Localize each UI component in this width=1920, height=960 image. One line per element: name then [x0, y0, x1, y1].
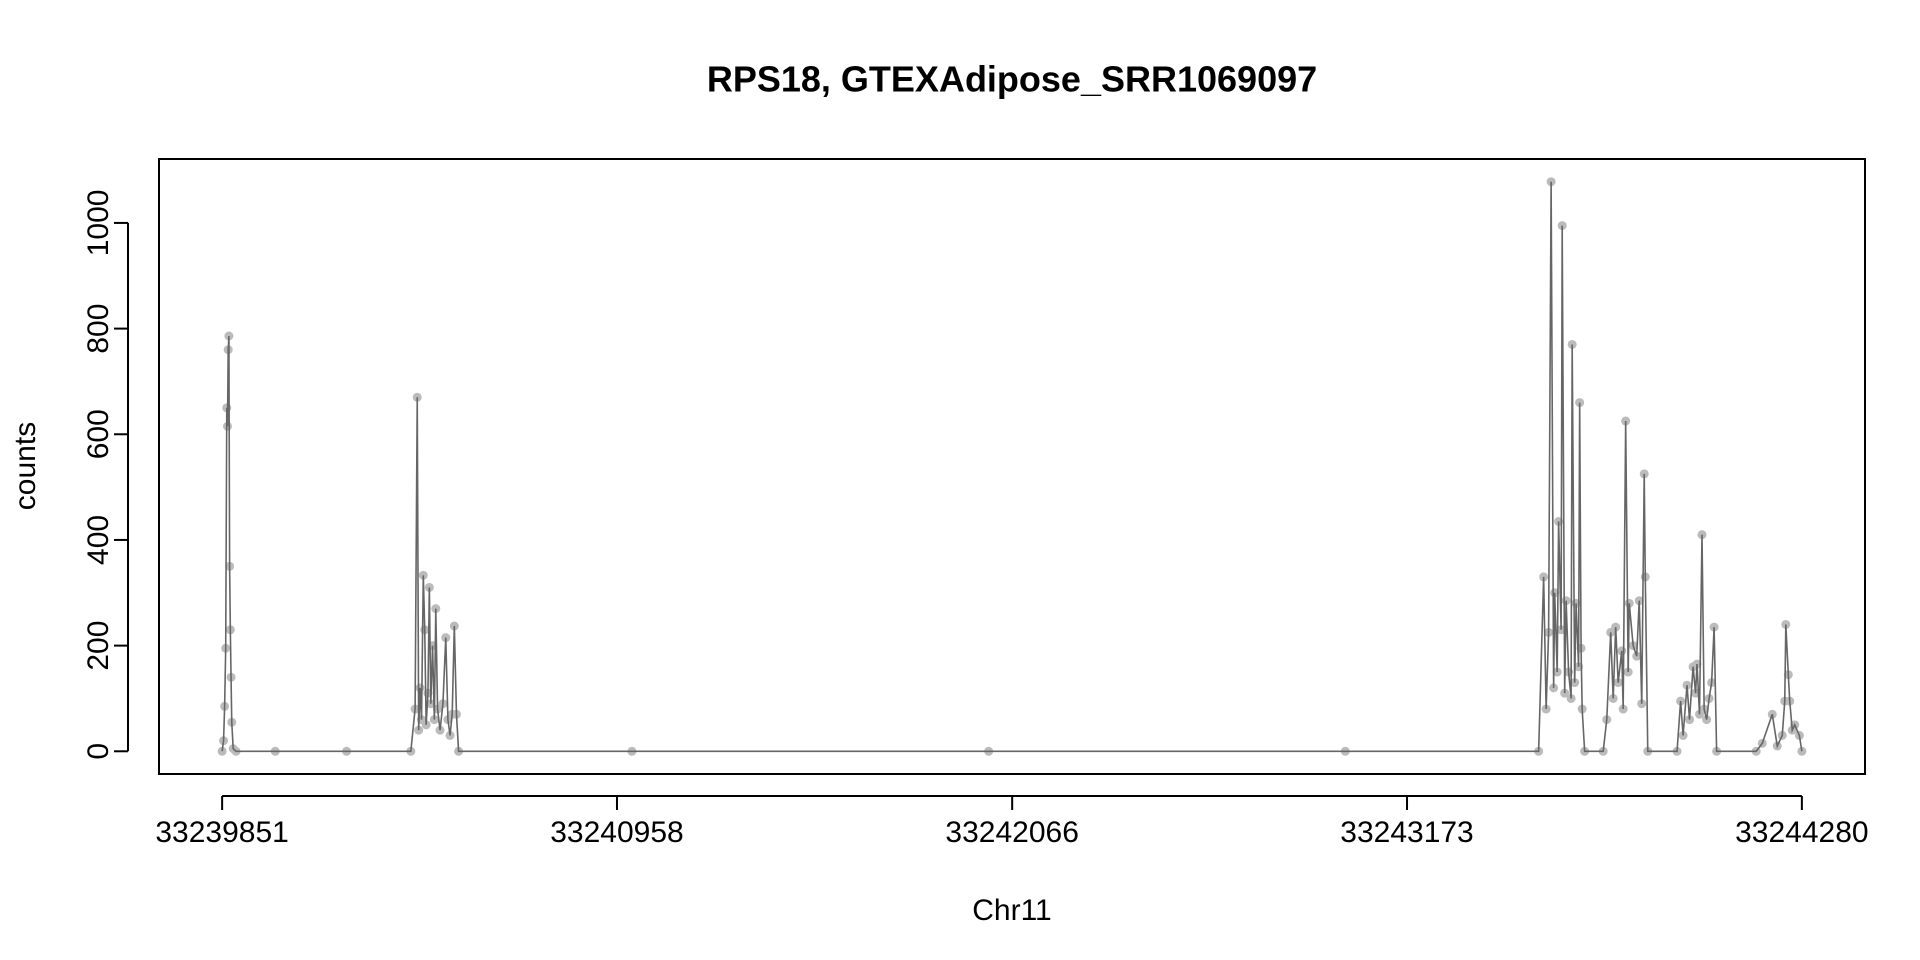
- x-axis-label: Chr11: [972, 894, 1051, 927]
- data-line: [221, 181, 1803, 753]
- y-tick-label: 400: [82, 515, 115, 565]
- y-tick-label: 0: [82, 743, 115, 760]
- y-tick-label: 600: [82, 409, 115, 459]
- plot-frame: [158, 158, 1866, 775]
- y-tick-label: 1000: [82, 190, 115, 257]
- x-tick-label: 33240958: [550, 816, 683, 849]
- x-tick-label: 33239851: [155, 816, 288, 849]
- data-point: [217, 746, 227, 756]
- data-point: [1797, 746, 1807, 756]
- x-tick-label: 33242066: [945, 816, 1078, 849]
- chart-title: RPS18, GTEXAdipose_SRR1069097: [707, 59, 1317, 100]
- x-tick-label: 33243173: [1340, 816, 1473, 849]
- y-axis-label: counts: [9, 422, 42, 510]
- y-tick-label: 800: [82, 304, 115, 354]
- data-point: [1560, 688, 1570, 698]
- x-tick-label: 33244280: [1735, 816, 1868, 849]
- y-tick-label: 200: [82, 621, 115, 671]
